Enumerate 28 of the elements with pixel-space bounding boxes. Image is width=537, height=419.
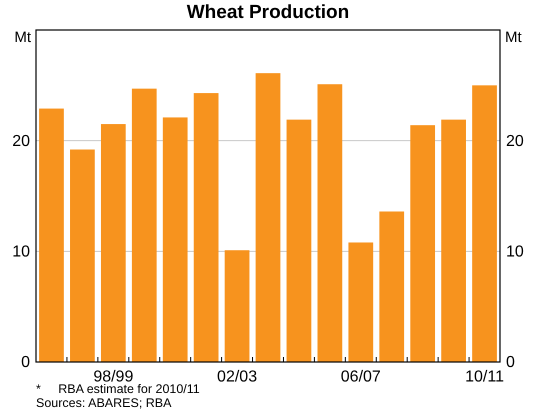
- bar: [39, 108, 64, 362]
- bar: [100, 124, 126, 362]
- bar: [348, 242, 374, 362]
- chart-title: Wheat Production: [186, 2, 350, 23]
- bar: [472, 85, 497, 362]
- y2-tick-label: 10: [506, 243, 524, 260]
- bar: [317, 84, 342, 362]
- y2-tick-label: 0: [506, 354, 515, 372]
- bar: [379, 211, 404, 362]
- y2-tick-label: 20: [506, 132, 524, 150]
- bar: [256, 73, 280, 362]
- y-tick-label: 0: [21, 354, 30, 372]
- bar: [132, 88, 157, 362]
- bar: [194, 93, 219, 362]
- bar: [224, 250, 250, 362]
- y2-axis-title: Mt: [505, 29, 522, 46]
- y-tick-label: 10: [12, 243, 30, 260]
- x-tick-label: 06/07: [340, 368, 381, 386]
- x-tick-label: 02/03: [217, 368, 258, 386]
- bar: [286, 120, 312, 362]
- bar: [441, 120, 466, 362]
- bar: [162, 117, 188, 362]
- source-note: Sources: ABARES; RBA: [36, 396, 172, 410]
- y-tick-label: 20: [12, 132, 30, 150]
- x-tick-label: 10/11: [465, 368, 504, 386]
- bar: [410, 125, 436, 362]
- bar: [70, 150, 95, 362]
- y-axis-title: Mt: [14, 29, 32, 46]
